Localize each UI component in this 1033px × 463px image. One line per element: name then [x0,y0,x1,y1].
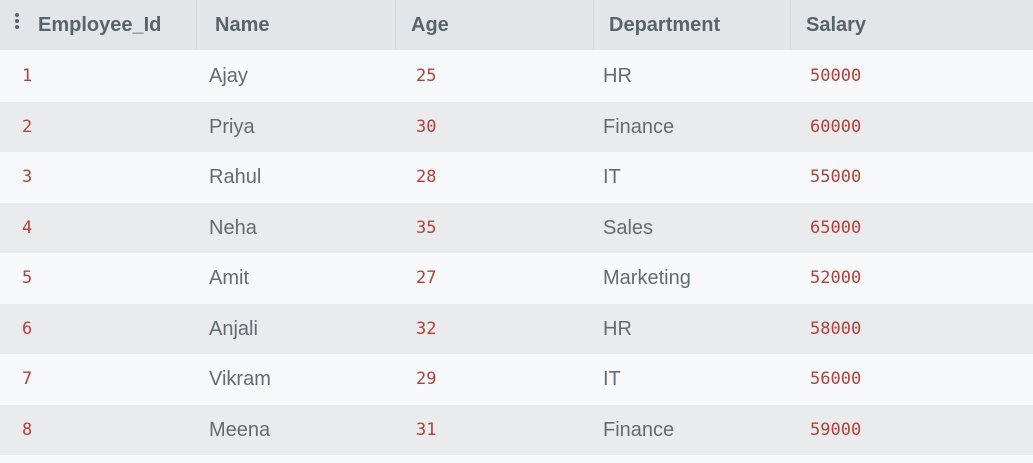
column-divider [196,0,197,50]
cell-employee-id: 7 [22,369,33,389]
cell-employee-id: 8 [22,419,33,440]
cell-age: 29 [416,369,437,389]
cell-age: 25 [416,66,437,86]
column-header-age[interactable]: Age [411,14,449,36]
column-header-employee-id[interactable]: Employee_Id [38,14,162,36]
cell-age: 28 [416,167,437,187]
cell-age: 30 [416,116,437,137]
table-row[interactable]: 2 Priya 30 Finance 60000 [0,101,1033,152]
column-menu-icon[interactable] [14,13,20,31]
cell-department: HR [603,65,632,87]
cell-department: Finance [603,418,675,441]
cell-department: Sales [603,216,654,239]
table-row[interactable]: 4 Neha 35 Sales 65000 [0,202,1033,253]
cell-name: Priya [209,115,255,138]
cell-age: 27 [416,268,437,288]
cell-salary: 52000 [810,268,862,288]
cell-employee-id: 2 [22,116,33,137]
cell-salary: 60000 [810,116,862,137]
cell-age: 31 [416,419,437,440]
cell-name: Vikram [209,368,271,390]
cell-employee-id: 4 [22,217,33,238]
cell-employee-id: 6 [22,318,33,339]
cell-salary: 55000 [810,167,862,187]
cell-employee-id: 1 [22,66,33,86]
cell-salary: 58000 [810,318,862,339]
cell-employee-id: 5 [22,268,33,288]
table-row[interactable]: 1 Ajay 25 HR 50000 [0,51,1033,102]
cell-name: Rahul [209,166,262,188]
cell-department: Finance [603,115,675,138]
table-row[interactable]: 8 Meena 31 Finance 59000 [0,404,1033,455]
table-row[interactable]: 5 Amit 27 Marketing 52000 [0,253,1033,304]
column-divider [593,0,594,50]
column-divider [395,0,396,50]
column-divider [790,0,791,50]
column-header-name[interactable]: Name [215,14,270,36]
cell-age: 32 [416,318,437,339]
cell-name: Neha [209,216,257,239]
cell-name: Ajay [209,65,248,87]
cell-name: Meena [209,418,271,441]
cell-name: Amit [209,267,249,289]
cell-department: HR [603,317,632,340]
column-header-department[interactable]: Department [609,14,721,36]
cell-salary: 65000 [810,217,862,238]
cell-age: 35 [416,217,437,238]
table-row[interactable]: 6 Anjali 32 HR 58000 [0,303,1033,354]
cell-name: Anjali [209,317,258,340]
table-row[interactable]: 3 Rahul 28 IT 55000 [0,152,1033,203]
cell-salary: 50000 [810,66,862,86]
table-header: Employee_Id Name Age Department Salary [0,0,1033,50]
cell-department: Marketing [603,267,691,289]
cell-salary: 59000 [810,419,862,440]
column-header-salary[interactable]: Salary [806,14,867,36]
cell-salary: 56000 [810,369,862,389]
cell-department: IT [603,166,621,188]
table-row[interactable]: 7 Vikram 29 IT 56000 [0,354,1033,405]
cell-department: IT [603,368,621,390]
cell-employee-id: 3 [22,167,33,187]
